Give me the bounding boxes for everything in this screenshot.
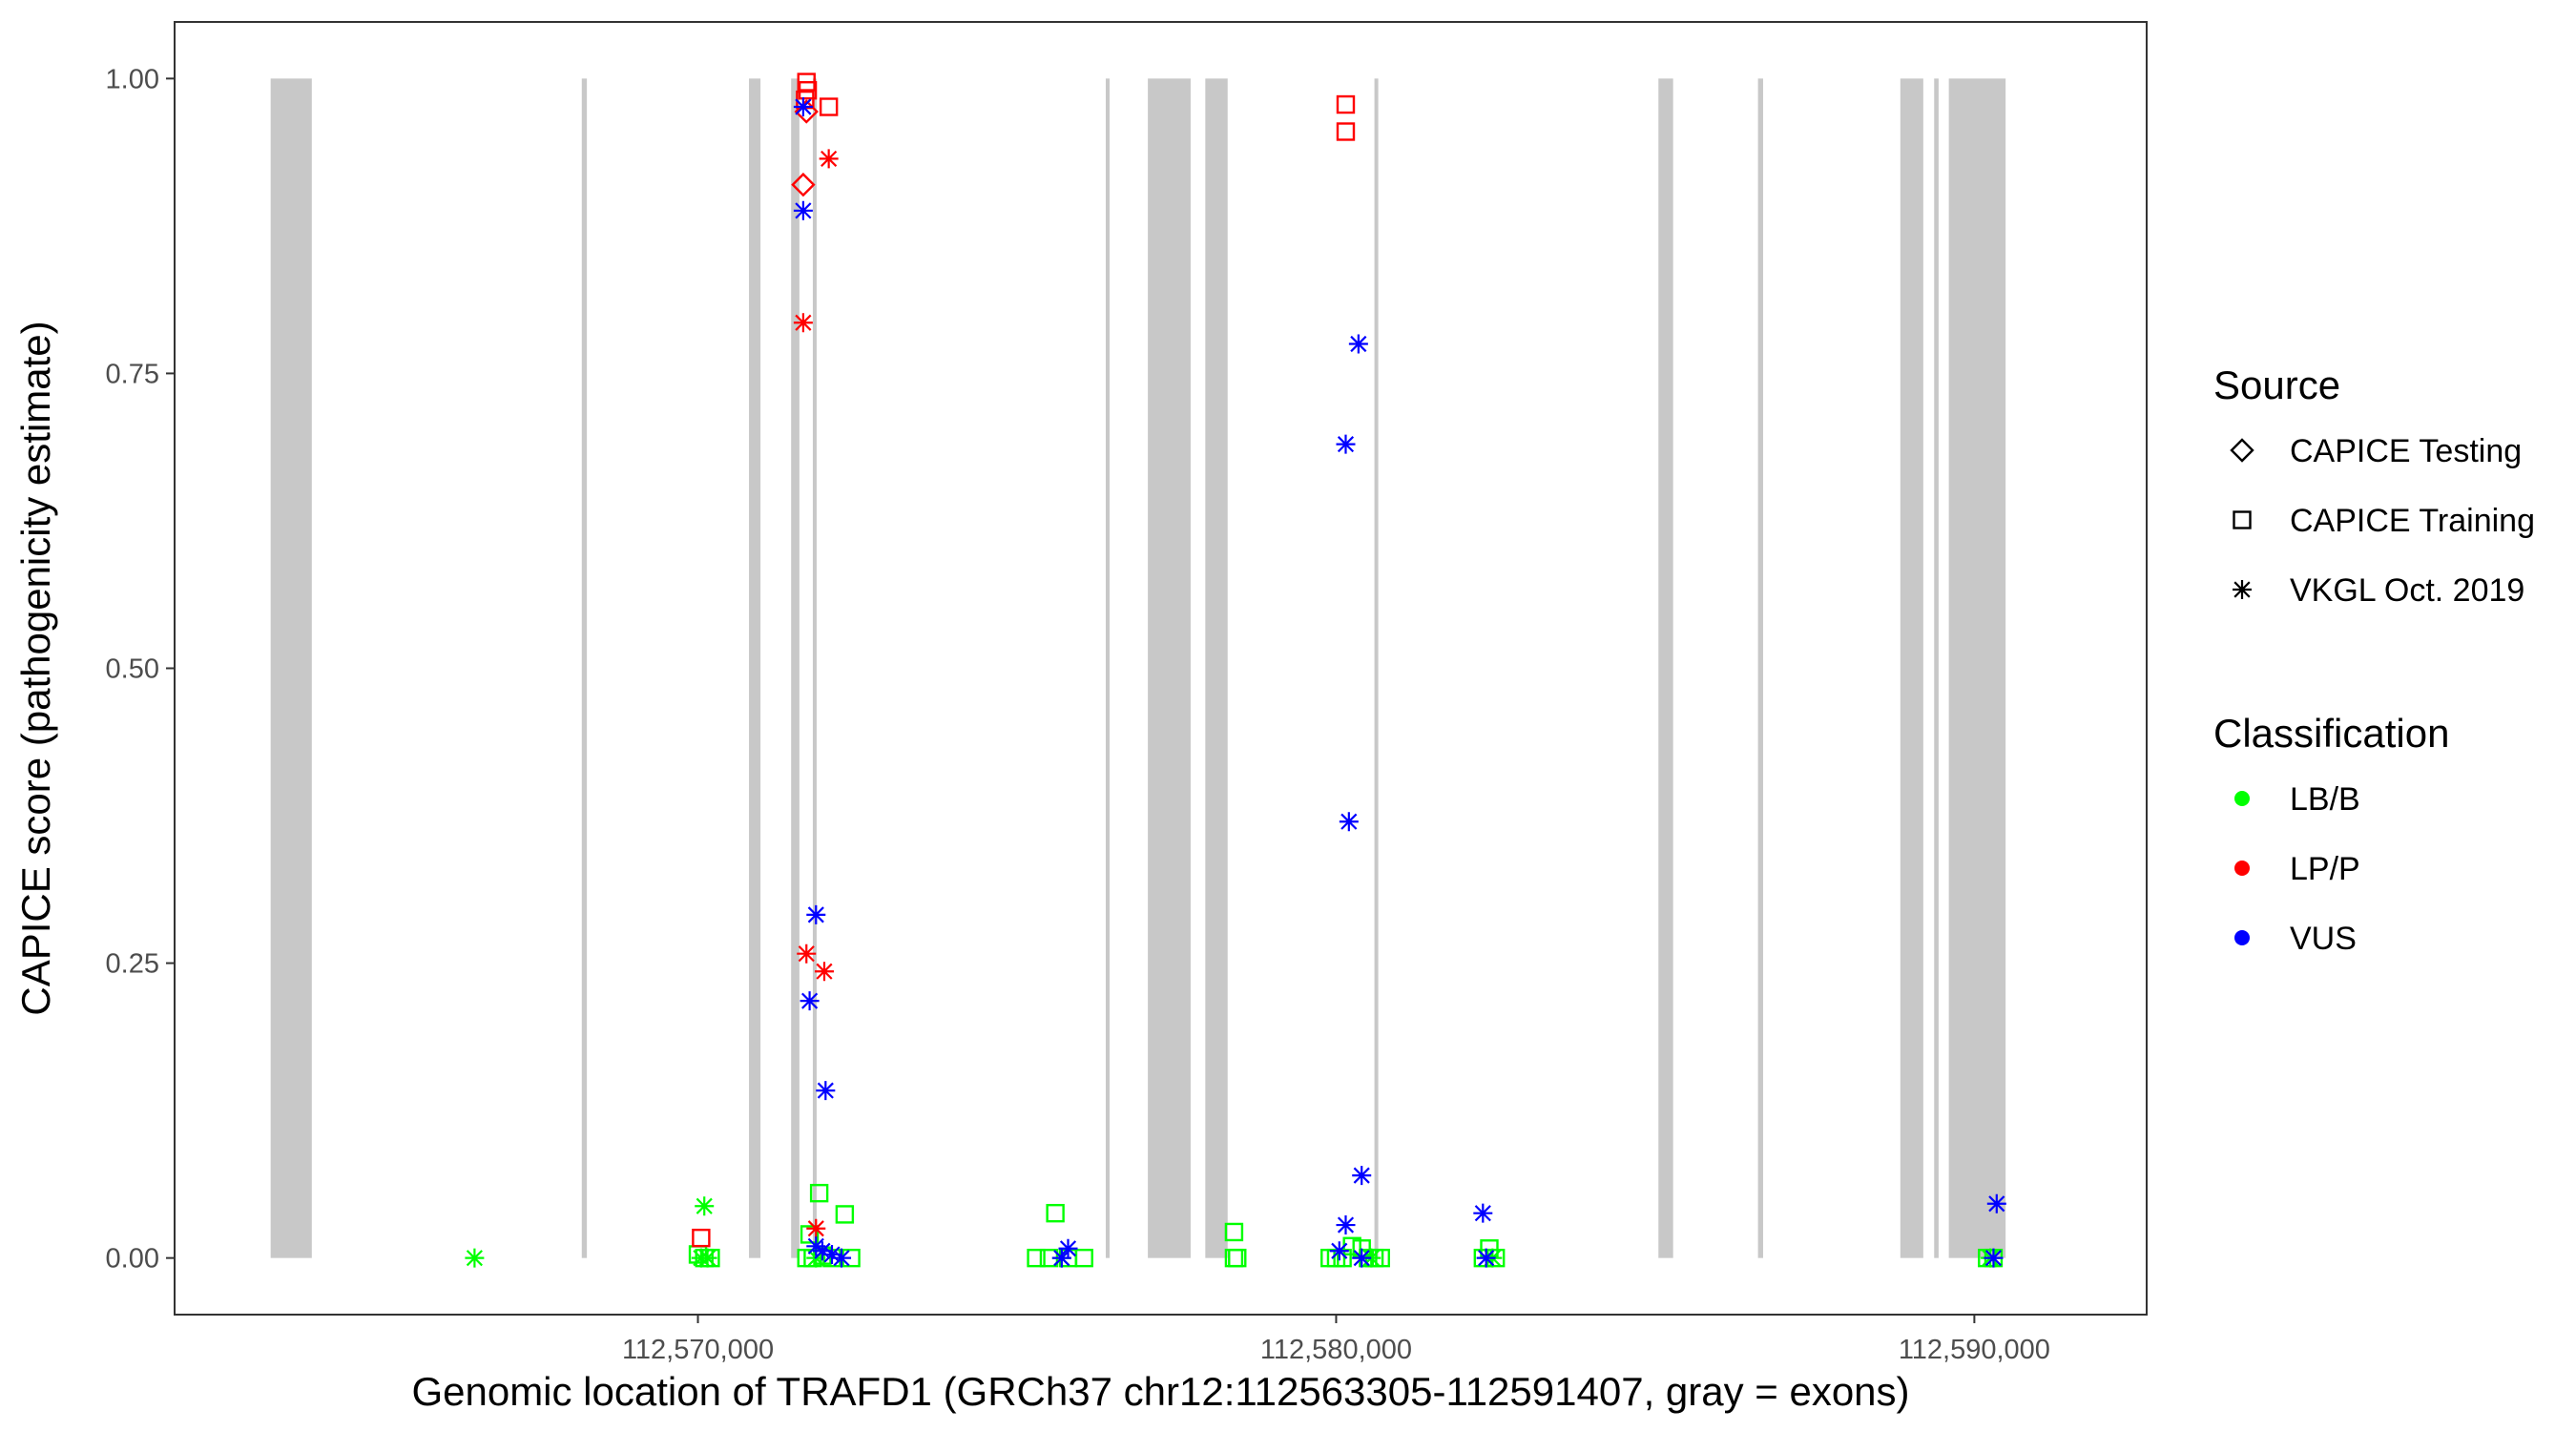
- data-point: [798, 81, 818, 100]
- y-tick-label: 0.25: [106, 949, 159, 980]
- legend-source-label: CAPICE Training: [2290, 503, 2535, 539]
- y-tick-label: 0.00: [106, 1244, 159, 1275]
- data-point: [697, 1248, 717, 1268]
- data-point: [1046, 1203, 1065, 1223]
- data-point: [819, 97, 839, 116]
- data-point: [465, 1248, 485, 1268]
- data-point: [793, 313, 813, 333]
- data-point: [793, 200, 813, 220]
- data-points: [465, 73, 2006, 1268]
- legend-source-label: CAPICE Testing: [2290, 433, 2522, 469]
- data-point: [1027, 1248, 1046, 1268]
- data-point: [1336, 434, 1356, 454]
- legend-key-diamond: [2230, 438, 2254, 463]
- legend: Source CAPICE Testing CAPICE Training VKGL …: [2213, 363, 2535, 957]
- exon-band: [1948, 78, 2006, 1258]
- data-point: [1352, 1248, 1372, 1268]
- axes: 0.00 0.25 0.50 0.75 1.00 112,570,000 112,580,0…: [106, 64, 2050, 1365]
- y-tick-label: 1.00: [106, 64, 159, 94]
- data-point: [832, 1248, 852, 1268]
- legend-class-label: LP/P: [2290, 851, 2360, 887]
- data-point: [1058, 1238, 1078, 1258]
- legend-key-asterisk: [2233, 580, 2252, 599]
- legend-source-label: VKGL Oct. 2019: [2290, 572, 2524, 609]
- data-point: [809, 1183, 829, 1203]
- data-point: [814, 962, 834, 982]
- data-point: [1352, 1166, 1372, 1186]
- legend-key-dot: [2234, 861, 2250, 876]
- data-point: [695, 1196, 715, 1216]
- legend-source-title: Source: [2213, 363, 2340, 407]
- data-point: [819, 149, 839, 169]
- y-tick-label: 0.75: [106, 359, 159, 389]
- legend-key-square: [2233, 510, 2252, 529]
- exon-band: [270, 78, 312, 1258]
- data-point: [806, 1218, 826, 1238]
- data-point: [816, 1081, 836, 1101]
- data-point: [806, 1236, 826, 1256]
- data-point: [701, 1248, 720, 1268]
- exon-band: [791, 78, 800, 1258]
- y-axis-title: CAPICE score (pathogenicity estimate): [13, 321, 58, 1015]
- exon-band: [1900, 78, 1923, 1258]
- legend-classification-title: Classification: [2213, 711, 2449, 756]
- exon-band: [1205, 78, 1228, 1258]
- exon-band: [581, 78, 588, 1258]
- data-point: [1361, 1248, 1381, 1268]
- data-point: [806, 904, 826, 924]
- data-point: [1986, 1193, 2006, 1213]
- data-point: [1476, 1248, 1496, 1268]
- data-point: [1984, 1248, 2004, 1268]
- legend-class-label: LB/B: [2290, 781, 2360, 818]
- data-point: [1074, 1248, 1093, 1268]
- exon-band: [1374, 78, 1379, 1258]
- x-tick-label: 112,590,000: [1899, 1335, 2050, 1365]
- data-point: [1480, 1239, 1499, 1258]
- exon-band: [1148, 78, 1191, 1258]
- data-point: [794, 99, 819, 124]
- x-tick-label: 112,570,000: [622, 1335, 774, 1365]
- legend-class-label: VUS: [2290, 921, 2357, 957]
- data-point: [692, 1228, 711, 1248]
- legend-key-dot: [2234, 930, 2250, 945]
- data-point: [793, 97, 813, 117]
- data-point: [800, 1225, 820, 1244]
- legend-key-dot: [2234, 791, 2250, 806]
- x-axis-title: Genomic location of TRAFD1 (GRCh37 chr12…: [411, 1369, 1909, 1414]
- exon-band: [812, 78, 817, 1258]
- data-point: [1339, 812, 1359, 832]
- data-point: [835, 1205, 855, 1224]
- exon-band: [1757, 78, 1763, 1258]
- data-point: [1329, 1241, 1349, 1261]
- data-point: [822, 1244, 841, 1264]
- data-point: [1051, 1248, 1071, 1268]
- exon-band: [1105, 78, 1110, 1258]
- data-point: [1336, 1215, 1356, 1235]
- data-point: [812, 1241, 832, 1261]
- data-point: [1348, 334, 1368, 354]
- y-tick-label: 0.50: [106, 654, 159, 685]
- data-point: [1224, 1222, 1244, 1242]
- data-point: [791, 172, 816, 197]
- data-point: [1336, 94, 1356, 114]
- exon-band: [1658, 78, 1673, 1258]
- exon-layer: [270, 78, 2006, 1258]
- data-point: [797, 944, 817, 964]
- data-point: [1228, 1248, 1247, 1268]
- x-tick-label: 112,580,000: [1260, 1335, 1412, 1365]
- exon-band: [749, 78, 761, 1258]
- data-point: [1336, 122, 1356, 141]
- data-point: [1473, 1203, 1493, 1223]
- exon-band: [1934, 78, 1939, 1258]
- data-point: [800, 991, 820, 1011]
